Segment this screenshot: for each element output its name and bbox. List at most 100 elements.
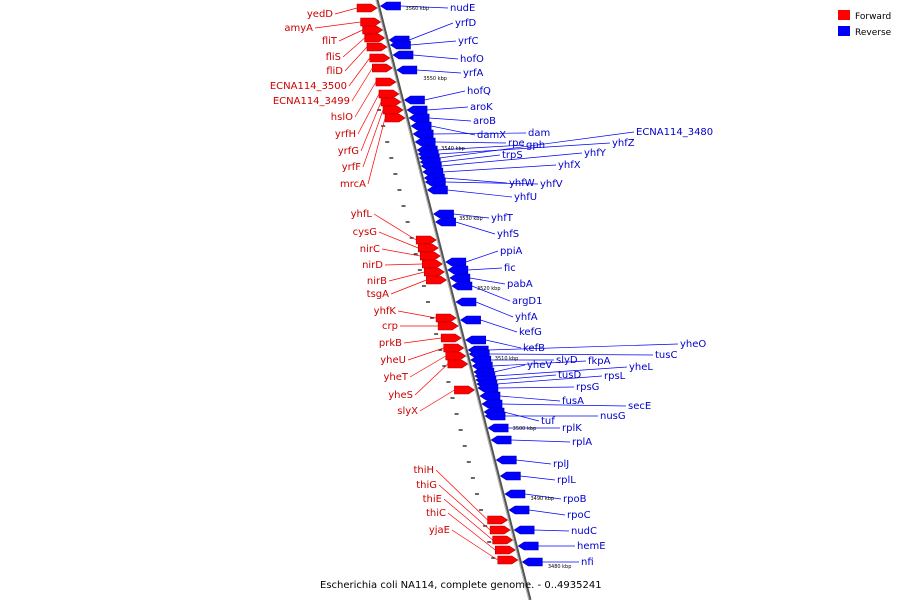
reverse-gene-label: yhfW: [509, 178, 535, 189]
reverse-gene-label: rplK: [562, 423, 582, 434]
forward-gene-label: hslO: [331, 112, 353, 123]
forward-gene-leader: [348, 57, 371, 87]
reverse-gene-leader: [516, 459, 552, 465]
forward-gene-label: nirB: [367, 276, 387, 287]
reverse-gene-leader: [475, 301, 514, 318]
reverse-gene-leader: [488, 343, 679, 351]
forward-gene-feature: [364, 33, 386, 43]
reverse-gene-label: yhfV: [540, 179, 563, 190]
reverse-gene-label: nudE: [450, 3, 475, 14]
label-layer: yedD amyA fliT fliS fliD ECNA114_3500 ECNA114_…: [270, 3, 713, 568]
forward-gene-leader: [407, 347, 444, 361]
tick-layer: 3560 kbp 3550 kbp 3540 kbp 3530 kbp 3520 kbp…: [406, 6, 572, 570]
reverse-gene-label: tuf: [541, 416, 555, 427]
reverse-gene-label: yhfS: [497, 229, 519, 240]
reverse-gene-feature: [435, 217, 456, 227]
forward-gene-feature: [422, 259, 443, 269]
reverse-gene-feature: [408, 113, 430, 123]
forward-gene-leader: [351, 67, 373, 102]
forward-gene-feature: [487, 515, 509, 525]
forward-gene-feature: [437, 321, 459, 331]
forward-gene-label: nirD: [362, 260, 383, 271]
reverse-gene-leader: [444, 177, 508, 184]
reverse-gene-label: trpS: [502, 150, 523, 161]
forward-gene-leader: [451, 529, 498, 561]
reverse-gene-leader: [400, 5, 449, 9]
forward-gene-label: nirC: [360, 244, 380, 255]
reverse-gene-label: secE: [628, 401, 651, 412]
reverse-gene-feature: [403, 95, 425, 105]
forward-gene-feature: [375, 77, 397, 87]
reverse-gene-label: yheV: [527, 360, 552, 371]
forward-gene-feature: [445, 351, 467, 361]
reverse-gene-label: fusA: [562, 396, 584, 407]
reverse-gene-feature: [412, 129, 434, 139]
scale-tick-label: 3480 kbp: [548, 564, 572, 570]
scale-tick-label: 3510 kbp: [495, 356, 519, 362]
reverse-gene-leader: [465, 250, 499, 263]
forward-gene-feature: [356, 3, 378, 13]
reverse-gene-feature: [449, 273, 471, 283]
reverse-gene-feature: [499, 471, 521, 481]
reverse-gene-feature: [490, 435, 512, 445]
forward-gene-label: thiE: [423, 494, 442, 505]
forward-gene-leader: [403, 337, 442, 344]
forward-gene-leader: [397, 310, 437, 319]
scale-tick-label: 3540 kbp: [441, 146, 465, 152]
forward-gene-leader: [438, 484, 491, 531]
reverse-gene-label: nudC: [571, 526, 597, 537]
forward-gene-leader: [362, 109, 384, 168]
reverse-gene-label: slyD: [556, 355, 578, 366]
reverse-gene-label: fkpA: [588, 356, 611, 367]
forward-gene-label: yhfL: [351, 209, 373, 220]
reverse-gene-leader: [440, 154, 501, 163]
legend-item-reverse: Reverse: [838, 26, 892, 38]
scale-tick-label: 3560 kbp: [406, 6, 430, 12]
reverse-gene-label: rpsG: [576, 382, 599, 393]
reverse-gene-label: rpoC: [567, 510, 591, 521]
forward-gene-label: yheS: [388, 390, 413, 401]
forward-gene-feature: [380, 97, 402, 107]
reverse-gene-leader: [480, 319, 518, 333]
forward-gene-leader: [338, 29, 363, 42]
reverse-gene-label: dam: [528, 128, 550, 139]
forward-gene-leader: [378, 231, 419, 249]
reverse-gene-leader: [453, 213, 490, 219]
forward-gene-leader: [443, 498, 493, 541]
reverse-gene-leader: [485, 339, 522, 349]
forward-gene-leader: [334, 7, 358, 15]
reverse-gene-feature: [479, 391, 501, 401]
forward-gene-feature: [426, 275, 447, 285]
reverse-gene-leader: [424, 90, 466, 101]
reverse-gene-feature: [504, 489, 526, 499]
forward-gene-feature: [447, 359, 469, 369]
forward-gene-leader: [381, 248, 421, 257]
reverse-gene-leader: [469, 277, 506, 285]
reverse-gene-label: aroK: [470, 102, 493, 113]
forward-gene-label: mrcA: [340, 179, 366, 190]
reverse-gene-feature: [508, 505, 530, 515]
genome-backbone: [375, 0, 532, 600]
reverse-gene-leader: [435, 141, 507, 144]
forward-gene-label: yrfF: [342, 162, 362, 173]
reverse-gene-feature: [414, 137, 436, 147]
forward-gene-leader: [344, 46, 368, 72]
reverse-gene-label: gph: [526, 140, 545, 151]
reverse-gene-label: tusC: [655, 350, 677, 361]
forward-gene-label: thiH: [413, 465, 434, 476]
forward-gene-leader: [435, 469, 488, 521]
reverse-gene-leader: [495, 374, 557, 381]
scale-tick-label: 3550 kbp: [423, 76, 447, 82]
legend-label-reverse: Reverse: [855, 28, 892, 38]
reverse-gene-leader: [489, 353, 654, 356]
forward-gene-leader: [409, 355, 446, 378]
reverse-gene-label: argD1: [512, 296, 542, 307]
reverse-gene-feature: [424, 177, 446, 187]
forward-gene-leader: [388, 271, 425, 282]
reverse-gene-label: yhfA: [515, 312, 538, 323]
forward-gene-label: yheT: [383, 372, 408, 383]
reverse-gene-label: nfi: [581, 557, 594, 568]
scale-tick-label: 3490 kbp: [531, 496, 555, 502]
reverse-gene-label: yhfZ: [612, 138, 635, 149]
reverse-gene-leader: [496, 375, 603, 385]
